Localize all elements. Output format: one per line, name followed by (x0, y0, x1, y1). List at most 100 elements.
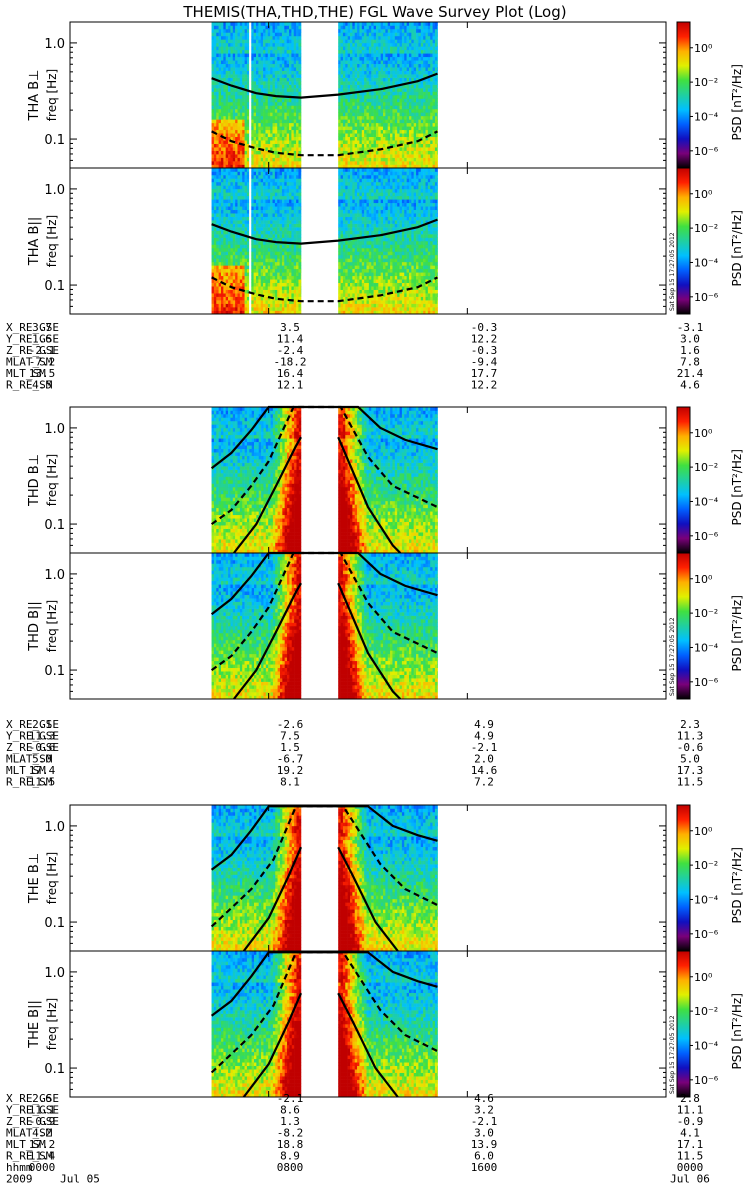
spectrogram-cell (237, 119, 241, 124)
spectrogram-cell (270, 32, 273, 37)
spectrogram-cell (230, 237, 234, 242)
spectrogram-cell (265, 150, 269, 155)
spectrogram-cell (361, 42, 365, 47)
spectrogram-cell (293, 199, 297, 204)
spectrogram-cell (230, 112, 234, 117)
spectrogram-cell (230, 279, 234, 284)
spectrogram-cell (218, 268, 222, 273)
spectrogram-cell (437, 28, 438, 33)
spectrogram-cell (225, 91, 229, 96)
spectrogram-cell (258, 227, 262, 231)
spectrogram-cell (357, 101, 360, 106)
spectrogram-cell (239, 296, 243, 301)
spectrogram-cell (263, 140, 266, 144)
spectrogram-cell (338, 115, 341, 120)
spectrogram-cell (418, 119, 422, 124)
spectrogram-cell (387, 143, 391, 148)
spectrogram-cell (293, 28, 297, 33)
spectrogram-cell (277, 282, 280, 287)
spectrogram-cell (272, 261, 276, 266)
spectrogram-cell (359, 49, 363, 54)
spectrogram-cell (284, 251, 287, 256)
spectrogram-cell (253, 67, 257, 71)
spectrogram-cell (216, 275, 219, 280)
spectrogram-cell (228, 261, 231, 266)
spectrogram-cell (430, 161, 433, 165)
spectrogram-cell (253, 39, 257, 44)
spectrogram-cell (232, 164, 236, 169)
spectrogram-cell (228, 129, 231, 134)
spectrogram-cell (274, 303, 278, 308)
spectrogram-cell (399, 53, 403, 58)
spectrogram-cell (211, 268, 215, 273)
spectrogram-cell (397, 115, 400, 120)
spectrogram-cell (274, 28, 278, 33)
spectrogram-cell (286, 227, 290, 231)
spectrogram-cell (274, 112, 278, 117)
spectrogram-cell (298, 289, 302, 294)
spectrogram-cell (366, 67, 370, 71)
spectrogram-cell (216, 254, 219, 259)
spectrogram-cell (432, 28, 436, 33)
spectrogram-cell (272, 91, 276, 96)
spectrogram-cell (213, 46, 217, 51)
spectrogram-cell (244, 136, 248, 141)
spectrogram-cell (352, 126, 356, 131)
spectrogram-cell (235, 181, 238, 186)
spectrogram-cell (399, 136, 403, 141)
spectrogram-cell (218, 286, 222, 290)
spectrogram-cell (237, 122, 241, 127)
spectrogram-cell (408, 122, 412, 127)
spectrogram-cell (263, 28, 266, 33)
spectrogram-cell (420, 67, 424, 71)
spectrogram-cell (270, 192, 273, 197)
spectrogram-cell (253, 42, 257, 47)
spectrogram-cell (359, 161, 363, 165)
spectrogram-cell (373, 22, 377, 26)
spectrogram-cell (220, 140, 224, 144)
spectrogram-cell (387, 42, 391, 47)
spectrogram-cell (239, 126, 243, 131)
spectrogram-cell (296, 282, 299, 287)
spectrogram-cell (411, 147, 414, 151)
spectrogram-cell (220, 216, 224, 221)
spectrogram-cell (347, 53, 351, 58)
spectrogram-cell (373, 147, 377, 151)
spectrogram-cell (284, 258, 287, 263)
spectrogram-cell (286, 300, 290, 304)
spectrogram-cell (258, 84, 262, 89)
spectrogram-cell (242, 279, 245, 284)
spectrogram-cell (434, 53, 438, 58)
spectrogram-cell (220, 181, 224, 186)
spectrogram-cell (392, 95, 396, 99)
spectrogram-cell (230, 220, 234, 224)
spectrogram-cell (406, 147, 410, 151)
spectrogram-cell (387, 56, 391, 61)
spectrogram-cell (228, 49, 231, 54)
spectrogram-cell (432, 88, 436, 92)
spectrogram-cell (228, 154, 231, 158)
spectrogram-cell (291, 265, 295, 270)
spectrogram-cell (427, 136, 431, 141)
spectrogram-cell (404, 84, 407, 89)
spectrogram-cell (232, 223, 236, 228)
spectrogram-cell (392, 39, 396, 44)
spectrogram-cell (423, 164, 426, 169)
spectrogram-cell (296, 129, 299, 134)
spectrogram-cell (286, 164, 290, 169)
spectrogram-cell (270, 237, 273, 242)
spectrogram-cell (354, 46, 358, 51)
spectrogram-cell (397, 105, 400, 110)
spectrogram-cell (267, 289, 271, 294)
spectrogram-cell (230, 223, 234, 228)
spectrogram-cell (260, 77, 264, 82)
spectrogram-cell (378, 108, 381, 113)
spectrogram-cell (232, 185, 236, 190)
spectrogram-cell (253, 81, 257, 85)
spectrogram-cell (253, 258, 257, 263)
spectrogram-cell (265, 216, 269, 221)
spectrogram-cell (375, 119, 379, 124)
spectrogram-cell (279, 199, 283, 204)
spectrogram-cell (347, 49, 351, 54)
spectrogram-cell (432, 150, 436, 155)
